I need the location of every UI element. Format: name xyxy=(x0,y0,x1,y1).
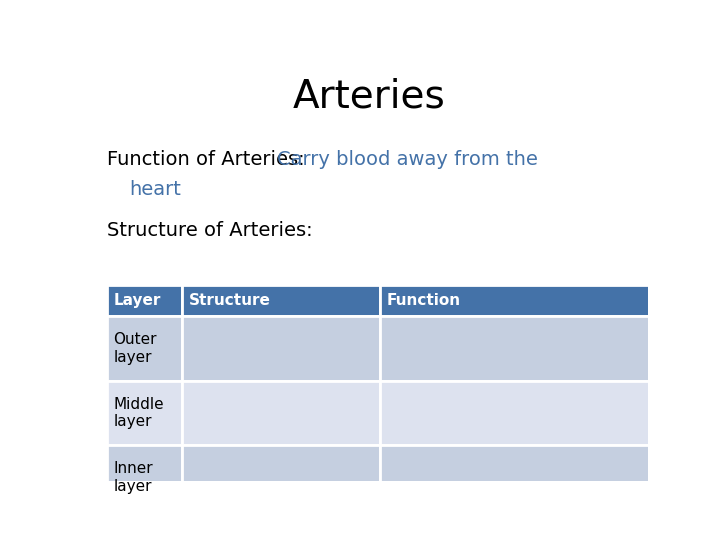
Text: Carry blood away from the: Carry blood away from the xyxy=(277,150,538,169)
Text: Inner
layer: Inner layer xyxy=(114,461,153,494)
Bar xyxy=(380,381,665,446)
Bar xyxy=(380,285,665,316)
Text: Structure of Arteries:: Structure of Arteries: xyxy=(107,221,312,240)
Bar xyxy=(380,316,665,381)
Text: Middle
layer: Middle layer xyxy=(114,397,164,429)
Bar xyxy=(182,446,380,510)
Text: Structure: Structure xyxy=(189,293,271,308)
Text: heart: heart xyxy=(129,180,181,199)
Text: Function of Arteries:: Function of Arteries: xyxy=(107,150,310,169)
Bar xyxy=(380,446,665,510)
Text: Outer
layer: Outer layer xyxy=(114,333,157,365)
Text: Layer: Layer xyxy=(114,293,161,308)
Bar xyxy=(182,381,380,446)
Bar xyxy=(182,285,380,316)
Bar xyxy=(182,316,380,381)
Bar xyxy=(107,446,182,510)
Bar xyxy=(107,381,182,446)
Text: Arteries: Arteries xyxy=(292,77,446,115)
Text: Function: Function xyxy=(387,293,461,308)
Bar xyxy=(107,316,182,381)
Bar xyxy=(107,285,182,316)
